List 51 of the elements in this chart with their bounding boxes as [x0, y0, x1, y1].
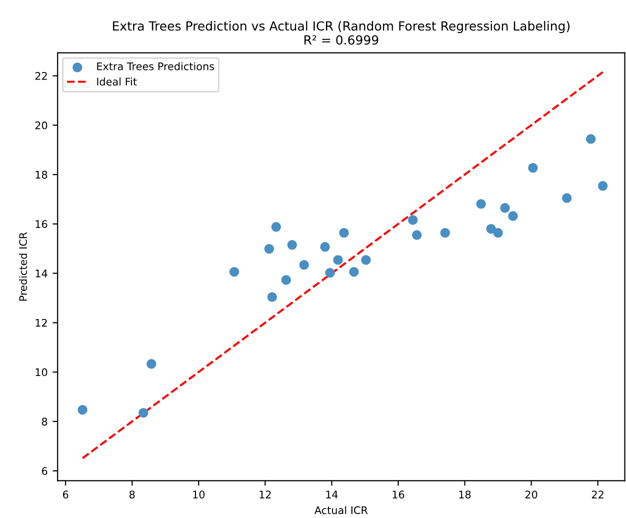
x-tick-label: 20: [525, 490, 538, 498]
point: [586, 134, 596, 144]
point: [264, 244, 274, 254]
point: [339, 228, 349, 238]
point: [138, 408, 148, 418]
x-tick-label: 10: [193, 490, 205, 498]
y-tick-label: 22: [35, 72, 47, 80]
x-axis-title: Actual ICR: [314, 506, 368, 514]
point: [486, 224, 496, 234]
y-tick-label: 18: [36, 170, 48, 179]
y-tick-label: 10: [36, 368, 48, 376]
point: [598, 181, 608, 191]
x-tick-label: 12: [260, 490, 271, 498]
y-tick-label: 12: [36, 318, 47, 327]
x-tick-label: 22: [592, 490, 604, 498]
chart-title: Extra Trees Prediction vs Actual ICR (Random Forest Regression Labeling) R² = 0.6999: [112, 21, 570, 45]
point: [440, 228, 450, 238]
legend-label: Ideal Fit: [97, 78, 137, 86]
y-tick-label: 8: [42, 418, 48, 426]
point: [281, 275, 291, 285]
point: [78, 404, 88, 415]
legend-label: Extra Trees Predictions: [97, 62, 214, 70]
point: [325, 268, 335, 278]
point: [562, 193, 572, 203]
point: [408, 215, 418, 225]
point: [500, 203, 510, 213]
x-tick-label: 18: [459, 490, 471, 498]
point: [412, 230, 422, 240]
x-tick-label: 14: [326, 490, 338, 498]
point: [287, 240, 297, 250]
point: [333, 255, 343, 265]
point: [320, 242, 330, 252]
point: [528, 163, 538, 173]
point: [361, 255, 371, 265]
point: [493, 228, 503, 238]
point: [476, 199, 486, 209]
x-tick-label: 6: [62, 490, 68, 498]
y-tick-label: 16: [36, 220, 48, 228]
x-tick-label: 16: [392, 490, 404, 498]
y-tick-label: 14: [36, 270, 48, 278]
point: [146, 359, 156, 369]
point: [299, 260, 309, 270]
y-tick-label: 6: [42, 467, 48, 475]
y-axis-title: Predicted ICR: [18, 232, 28, 301]
point: [508, 211, 518, 221]
point: [349, 266, 359, 277]
point: [229, 266, 240, 277]
x-tick-label: 8: [129, 490, 135, 498]
point: [267, 292, 278, 302]
point: [271, 222, 281, 232]
y-tick-label: 20: [35, 121, 48, 130]
